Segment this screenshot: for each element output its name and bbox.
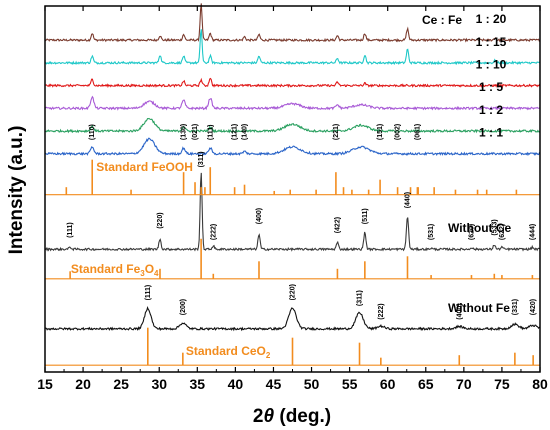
hkl-label: (222) (378, 303, 385, 319)
hkl-label: (121) (232, 124, 239, 140)
series-line (44, 3, 541, 43)
hkl-label: (111) (67, 222, 74, 238)
hkl-label: (444) (529, 224, 536, 240)
x-tick-label: 45 (266, 376, 282, 392)
hkl-label: (331) (512, 299, 519, 315)
hkl-label: (400) (256, 208, 263, 224)
hkl-label: (061) (414, 124, 421, 140)
plot-frame (44, 5, 541, 373)
x-tick-label: 65 (418, 376, 434, 392)
hkl-label: (002) (395, 124, 402, 140)
hkl-label: (220) (290, 284, 297, 300)
series-label: 1 : 20 (476, 12, 507, 26)
x-tick-label: 35 (190, 376, 206, 392)
series-line (44, 95, 541, 111)
hkl-label: (200) (180, 299, 187, 315)
x-tick-label: 25 (113, 376, 129, 392)
reference-label: Standard FeOOH (96, 160, 193, 174)
hkl-label: (130) (181, 124, 188, 140)
hkl-label: (440) (405, 192, 412, 208)
hkl-label: (311) (357, 290, 364, 306)
y-axis-label: Intensity (a.u.) (6, 126, 27, 255)
hkl-label: (511) (362, 208, 369, 224)
x-tick-label: 30 (151, 376, 167, 392)
legend-title: Ce : Fe (422, 13, 462, 27)
x-axis-label: 2θ (deg.) (253, 406, 331, 427)
hkl-label: (620) (469, 224, 476, 240)
series-line (44, 77, 541, 89)
hkl-label: (110) (89, 124, 96, 140)
x-ticks: 15 20 25 30 35 40 45 50 55 60 65 70 75 80 (37, 6, 548, 392)
hkl-label: (422) (334, 217, 341, 233)
x-tick-label: 20 (75, 376, 91, 392)
x-axis-label-unit: (deg.) (274, 406, 331, 427)
hkl-label: (420) (530, 299, 537, 315)
hkl-label: (220) (157, 212, 164, 228)
series-label: Without Ce (448, 221, 512, 235)
hkl-label: (622) (499, 224, 506, 240)
x-axis-label-theta: θ (263, 406, 274, 427)
x-tick-label: 55 (342, 376, 358, 392)
x-tick-label: 80 (532, 376, 548, 392)
x-tick-label: 50 (304, 376, 320, 392)
x-tick-label: 75 (494, 376, 510, 392)
hkl-label: (222) (210, 224, 217, 240)
hkl-label: (140) (242, 124, 249, 140)
hkl-label: (151) (377, 124, 384, 140)
hkl-label: (221) (333, 124, 340, 140)
hkl-label: (400) (456, 303, 463, 319)
hkl-label: (531) (428, 224, 435, 240)
series-label: 1 : 1 (479, 126, 503, 140)
hkl-label: (311) (198, 151, 205, 167)
series-line (44, 137, 541, 157)
x-axis-label-two: 2 (253, 406, 264, 427)
hkl-label: (533) (491, 219, 498, 235)
hkl-label: (111) (207, 125, 214, 141)
x-tick-label: 60 (380, 376, 396, 392)
reference-label: Standard Fe3O4 (71, 262, 159, 278)
series-line (44, 29, 541, 66)
series-label: 1 : 5 (479, 80, 503, 94)
reference-label: Standard CeO2 (186, 344, 271, 360)
series-label: 1 : 2 (479, 103, 503, 117)
series-line (44, 117, 541, 134)
hkl-label: (021) (192, 124, 199, 140)
series-label: Without Fe (448, 301, 510, 315)
series-label: 1 : 10 (476, 58, 507, 72)
x-tick-label: 70 (456, 376, 472, 392)
plot-area: 1 : 20 1 : 15 1 : 10 1 : 5 1 : 2 1 : 1 Without… (44, 3, 541, 366)
hkl-label: (111) (145, 285, 152, 301)
series-line (44, 305, 541, 332)
series-label: 1 : 15 (476, 35, 507, 49)
x-tick-label: 40 (228, 376, 244, 392)
x-tick-label: 15 (37, 376, 53, 392)
series-line (44, 172, 541, 252)
